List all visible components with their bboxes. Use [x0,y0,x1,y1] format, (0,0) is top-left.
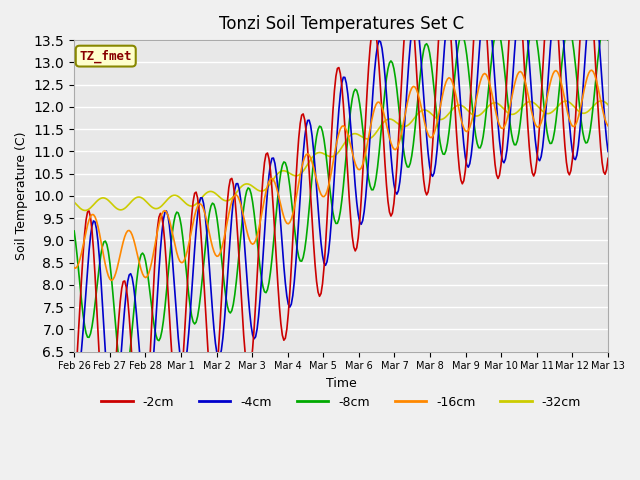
Text: TZ_fmet: TZ_fmet [79,49,132,63]
Title: Tonzi Soil Temperatures Set C: Tonzi Soil Temperatures Set C [218,15,463,33]
Y-axis label: Soil Temperature (C): Soil Temperature (C) [15,132,28,260]
X-axis label: Time: Time [326,377,356,390]
Legend: -2cm, -4cm, -8cm, -16cm, -32cm: -2cm, -4cm, -8cm, -16cm, -32cm [96,391,586,414]
